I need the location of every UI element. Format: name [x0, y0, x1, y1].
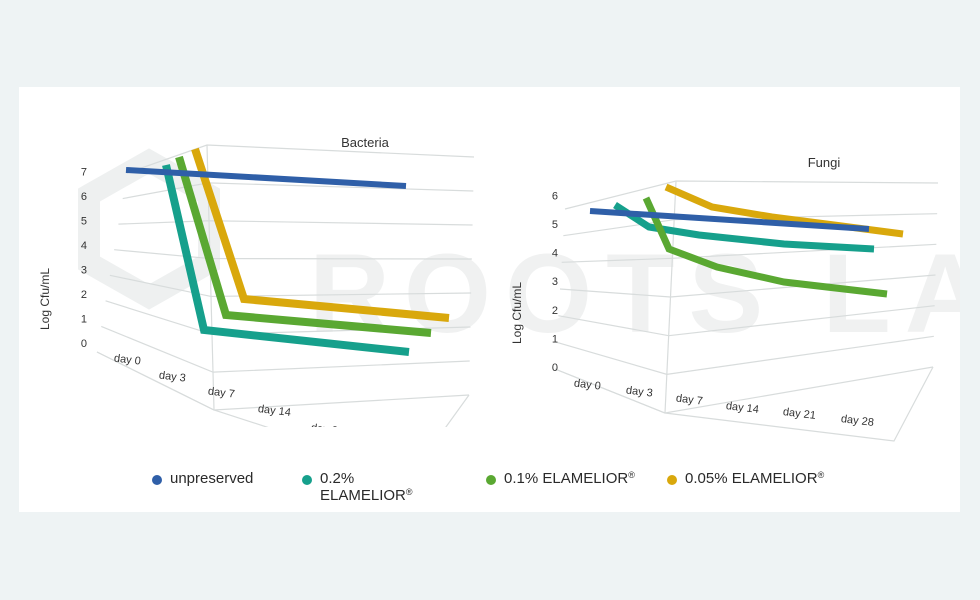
gridline-4 — [114, 249, 472, 260]
series-line-0-2-elamelior — [162, 164, 410, 356]
floor-edge — [96, 351, 470, 427]
legend-sup-0.1pct: ® — [628, 470, 635, 480]
y-tick-label: 6 — [81, 191, 87, 203]
series-line-unpreserved — [125, 167, 407, 189]
legend-item-0.2pct: 0.2% ELAMELIOR® — [302, 470, 432, 504]
x-tick-label: day 0 — [113, 352, 141, 367]
x-tick-label: day 14 — [725, 400, 759, 416]
x-tick-label: day 3 — [625, 384, 653, 399]
legend-marker-unpreserved — [152, 475, 162, 485]
series-line-unpreserved — [589, 208, 870, 232]
x-tick-label: day 14 — [257, 403, 291, 419]
gridline-0 — [96, 351, 470, 411]
series-line-0-1-elamelior — [175, 155, 432, 337]
y-tick-label: 1 — [552, 333, 558, 345]
gridline-5 — [118, 220, 473, 226]
y-tick-label: 1 — [81, 314, 87, 326]
floor-edge — [554, 366, 934, 442]
chart-title: Fungi — [808, 155, 841, 170]
legend-item-unpreserved: unpreserved — [152, 470, 262, 487]
x-tick-label: day 3 — [158, 369, 186, 384]
legend-label-0.1pct: 0.1% ELAMELIOR — [504, 470, 629, 487]
legend-marker-0.2pct — [302, 475, 312, 485]
x-tick-label: day 7 — [207, 385, 235, 400]
y-tick-label: 7 — [81, 167, 87, 179]
gridline-2 — [558, 305, 935, 337]
legend-marker-0.05pct — [667, 475, 677, 485]
y-tick-label: 0 — [81, 338, 87, 350]
y-tick-label: 3 — [81, 265, 87, 277]
y-tick-label: 5 — [552, 219, 558, 231]
back-corner — [664, 180, 677, 414]
legend-item-0.05pct: 0.05% ELAMELIOR® — [667, 470, 867, 487]
x-tick-label: day 21 — [310, 422, 344, 427]
legend-marker-0.1pct — [486, 475, 496, 485]
y-axis-title: Log Cfu/mL — [38, 268, 52, 330]
series-line-0-1-elamelior — [642, 196, 888, 298]
y-tick-label: 4 — [81, 240, 87, 252]
legend-label-unpreserved: unpreserved — [170, 470, 254, 487]
legend-label-0.2pct: 0.2% ELAMELIOR — [320, 470, 406, 504]
y-tick-label: 2 — [552, 305, 558, 317]
fungi-chart: 0 1 2 3 4 5 6 day 0 day 3 day 7 day 14 day 21 day 28… — [510, 155, 939, 442]
y-axis-title: Log Cfu/mL — [510, 282, 524, 344]
legend-sup-0.05pct: ® — [817, 470, 825, 480]
chart-title: Bacteria — [341, 135, 389, 150]
y-tick-label: 5 — [81, 216, 87, 228]
y-tick-label: 6 — [552, 190, 558, 202]
gridline-4 — [561, 243, 937, 263]
series-line-0-05-elamelior — [191, 147, 450, 322]
x-tick-label: day 21 — [782, 406, 816, 422]
legend-item-0.1pct: 0.1% ELAMELIOR® — [486, 470, 666, 487]
legend-sup-0.2pct: ® — [405, 487, 413, 497]
x-tick-label: day 7 — [675, 392, 703, 407]
y-tick-label: 3 — [552, 276, 558, 288]
series-line-0-2-elamelior — [613, 202, 875, 253]
y-tick-label: 0 — [552, 362, 558, 374]
y-tick-label: 4 — [552, 248, 558, 260]
gridline-1 — [556, 335, 934, 375]
x-tick-label: day 0 — [573, 377, 601, 392]
gridline-3 — [109, 274, 472, 298]
x-tick-label: day 28 — [840, 413, 874, 429]
legend-label-0.05pct: 0.05% ELAMELIOR — [685, 470, 818, 487]
y-tick-label: 2 — [81, 289, 87, 301]
